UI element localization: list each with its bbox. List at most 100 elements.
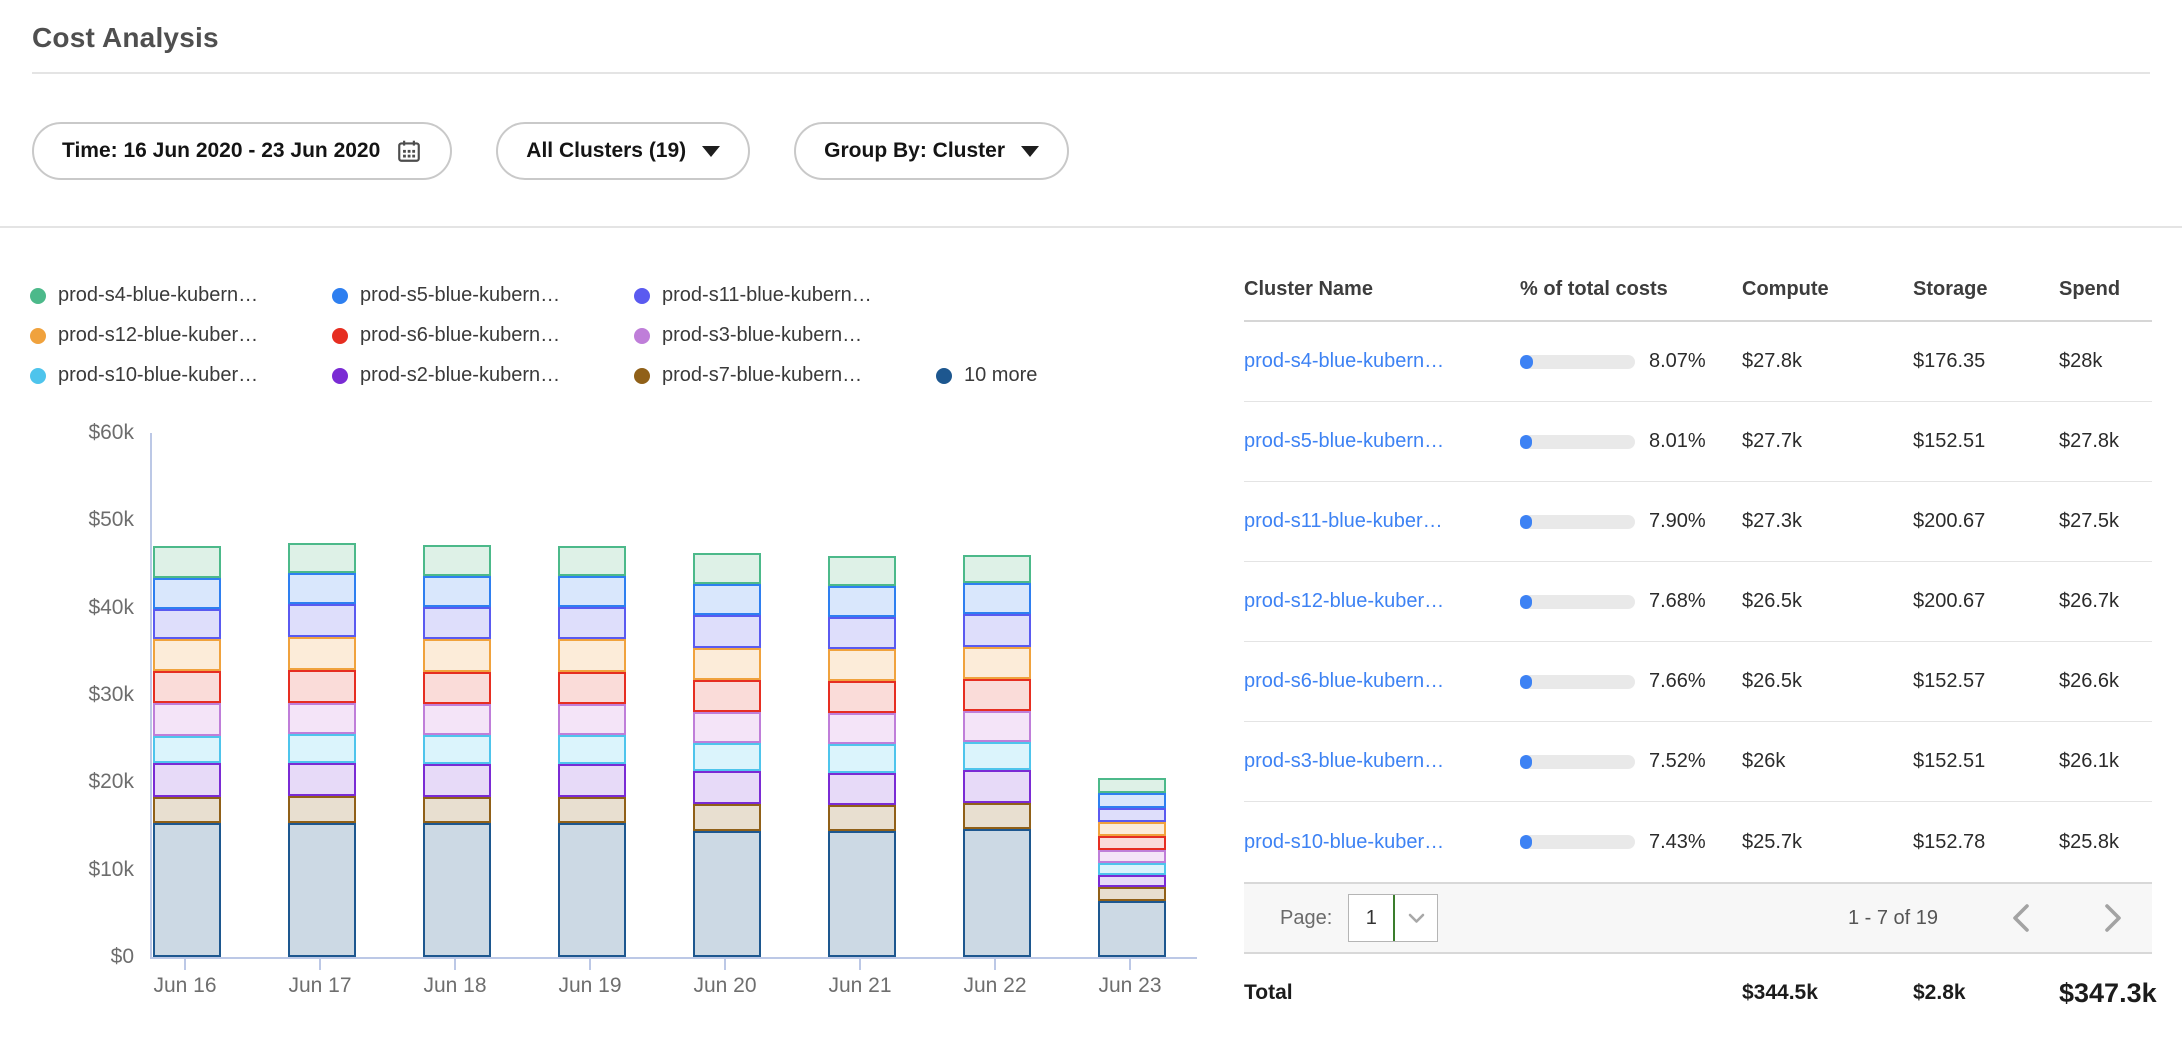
legend-item[interactable]: prod-s10-blue-kuber… — [30, 364, 332, 387]
legend-item[interactable]: prod-s2-blue-kubern… — [332, 364, 634, 387]
bar-segment[interactable] — [693, 680, 761, 712]
bar-segment[interactable] — [693, 584, 761, 615]
bar-segment[interactable] — [288, 637, 356, 670]
legend-item[interactable]: prod-s6-blue-kubern… — [332, 324, 634, 347]
bar-segment[interactable] — [423, 797, 491, 823]
stacked-bar-jun-20[interactable] — [693, 553, 761, 957]
bar-segment[interactable] — [1098, 863, 1166, 875]
bar-segment[interactable] — [288, 670, 356, 703]
stacked-bar-jun-17[interactable] — [288, 543, 356, 957]
bar-segment[interactable] — [1098, 778, 1166, 793]
bar-segment[interactable] — [1098, 887, 1166, 901]
bar-segment[interactable] — [963, 583, 1031, 614]
bar-segment[interactable] — [153, 546, 221, 578]
legend-item[interactable]: prod-s12-blue-kuber… — [30, 324, 332, 347]
cluster-link[interactable]: prod-s11-blue-kuber… — [1244, 510, 1443, 532]
stacked-bar-jun-23[interactable] — [1098, 778, 1166, 957]
stacked-bar-jun-18[interactable] — [423, 545, 491, 957]
bar-segment[interactable] — [288, 703, 356, 734]
bar-segment[interactable] — [423, 704, 491, 735]
bar-segment[interactable] — [558, 546, 626, 576]
bar-segment[interactable] — [963, 614, 1031, 647]
bar-segment[interactable] — [558, 576, 626, 607]
bar-segment[interactable] — [423, 607, 491, 639]
bar-segment[interactable] — [423, 735, 491, 764]
bar-segment[interactable] — [153, 671, 221, 703]
bar-segment[interactable] — [693, 712, 761, 743]
bar-segment[interactable] — [828, 586, 896, 617]
group-by-dropdown[interactable]: Group By: Cluster — [794, 122, 1069, 180]
bar-segment[interactable] — [828, 831, 896, 957]
legend-item[interactable]: prod-s7-blue-kubern… — [634, 364, 936, 387]
bar-segment[interactable] — [828, 556, 896, 586]
stacked-bar-jun-22[interactable] — [963, 555, 1031, 957]
bar-segment[interactable] — [1098, 875, 1166, 887]
bar-segment[interactable] — [1098, 901, 1166, 957]
time-range-filter-button[interactable]: Time: 16 Jun 2020 - 23 Jun 2020 — [32, 122, 452, 180]
bar-segment[interactable] — [828, 773, 896, 805]
bar-segment[interactable] — [828, 744, 896, 773]
bar-segment[interactable] — [828, 805, 896, 831]
bar-segment[interactable] — [288, 763, 356, 796]
bar-segment[interactable] — [693, 771, 761, 804]
bar-segment[interactable] — [1098, 836, 1166, 850]
bar-segment[interactable] — [288, 796, 356, 823]
bar-segment[interactable] — [963, 829, 1031, 957]
bar-segment[interactable] — [693, 743, 761, 771]
bar-segment[interactable] — [153, 703, 221, 736]
stacked-bar-jun-16[interactable] — [153, 546, 221, 957]
bar-segment[interactable] — [423, 545, 491, 576]
bar-segment[interactable] — [1098, 850, 1166, 863]
bar-segment[interactable] — [558, 764, 626, 797]
bar-segment[interactable] — [423, 576, 491, 607]
bar-segment[interactable] — [828, 649, 896, 681]
legend-item[interactable]: prod-s5-blue-kubern… — [332, 284, 634, 307]
bar-segment[interactable] — [153, 609, 221, 639]
bar-segment[interactable] — [693, 615, 761, 648]
bar-segment[interactable] — [153, 639, 221, 671]
bar-segment[interactable] — [558, 797, 626, 823]
bar-segment[interactable] — [288, 543, 356, 573]
bar-segment[interactable] — [693, 804, 761, 831]
next-page-button[interactable] — [2103, 902, 2124, 934]
bar-segment[interactable] — [288, 573, 356, 604]
bar-segment[interactable] — [423, 764, 491, 797]
bar-segment[interactable] — [288, 734, 356, 763]
bar-segment[interactable] — [963, 647, 1031, 679]
bar-segment[interactable] — [828, 617, 896, 649]
bar-segment[interactable] — [558, 607, 626, 639]
bar-segment[interactable] — [558, 735, 626, 764]
bar-segment[interactable] — [153, 763, 221, 797]
cluster-link[interactable]: prod-s10-blue-kuber… — [1244, 831, 1444, 853]
bar-segment[interactable] — [558, 823, 626, 957]
bar-segment[interactable] — [963, 679, 1031, 711]
bar-segment[interactable] — [1098, 822, 1166, 836]
stacked-bar-jun-19[interactable] — [558, 546, 626, 957]
bar-segment[interactable] — [1098, 808, 1166, 822]
stacked-bar-jun-21[interactable] — [828, 556, 896, 957]
bar-segment[interactable] — [963, 742, 1031, 770]
bar-segment[interactable] — [288, 604, 356, 637]
bar-segment[interactable] — [693, 648, 761, 680]
legend-item[interactable]: prod-s3-blue-kubern… — [634, 324, 862, 347]
bar-segment[interactable] — [558, 672, 626, 704]
bar-segment[interactable] — [693, 831, 761, 957]
bar-segment[interactable] — [963, 711, 1031, 742]
cluster-link[interactable]: prod-s4-blue-kubern… — [1244, 350, 1444, 372]
bar-segment[interactable] — [558, 639, 626, 672]
bar-segment[interactable] — [1098, 793, 1166, 808]
legend-item[interactable]: prod-s4-blue-kubern… — [30, 284, 332, 307]
bar-segment[interactable] — [423, 823, 491, 957]
bar-segment[interactable] — [558, 704, 626, 735]
bar-segment[interactable] — [153, 578, 221, 609]
bar-segment[interactable] — [963, 803, 1031, 829]
bar-segment[interactable] — [423, 639, 491, 672]
bar-segment[interactable] — [423, 672, 491, 704]
bar-segment[interactable] — [828, 681, 896, 713]
cluster-link[interactable]: prod-s6-blue-kubern… — [1244, 670, 1444, 692]
bar-segment[interactable] — [963, 770, 1031, 803]
page-select[interactable]: 1 — [1348, 894, 1438, 942]
bar-segment[interactable] — [288, 823, 356, 957]
cluster-link[interactable]: prod-s5-blue-kubern… — [1244, 430, 1444, 452]
legend-item[interactable]: 10 more — [936, 364, 1037, 387]
